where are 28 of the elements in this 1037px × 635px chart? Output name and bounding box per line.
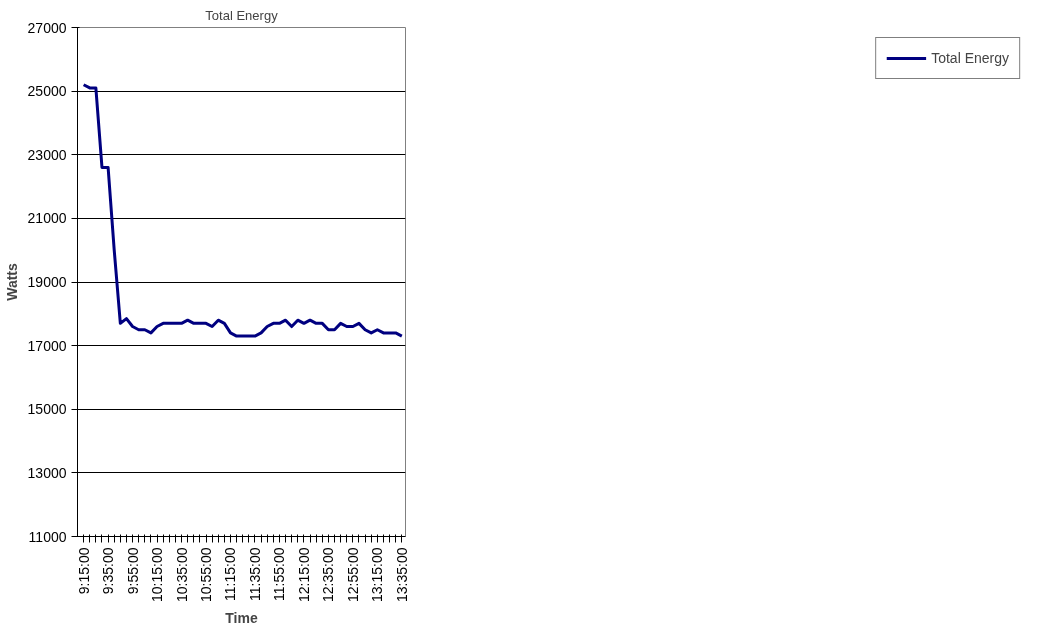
x-tick-label: 12:55:00 — [344, 547, 361, 602]
y-tick-label: 23000 — [27, 146, 67, 163]
legend-label: Total Energy — [931, 50, 1009, 66]
y-axis-title: Watts — [3, 262, 20, 301]
x-tick-label: 12:15:00 — [295, 547, 312, 602]
x-tick-label: 12:35:00 — [320, 547, 337, 602]
x-axis-title: Time — [225, 610, 258, 626]
x-tick-label: 10:55:00 — [198, 547, 215, 602]
x-tick-label: 11:55:00 — [271, 547, 288, 601]
line-series — [82, 83, 404, 338]
y-tick-label: 19000 — [27, 274, 67, 290]
x-tick-label: 9:55:00 — [124, 547, 141, 595]
y-tick-label: 25000 — [27, 83, 67, 100]
x-tick-label: 13:15:00 — [369, 547, 386, 602]
chart-title: Total Energy — [205, 7, 279, 23]
x-tick-label: 10:15:00 — [149, 547, 166, 602]
x-tick-label: 10:35:00 — [173, 547, 190, 602]
y-tick-label: 17000 — [27, 337, 67, 354]
y-tick-label: 21000 — [27, 210, 67, 227]
y-tick-label: 27000 — [27, 19, 67, 36]
x-tick-label: 9:15:00 — [75, 547, 92, 595]
x-tick-label: 11:35:00 — [246, 547, 263, 601]
x-tick-label: 9:35:00 — [100, 547, 117, 595]
y-tick-label: 13000 — [27, 464, 67, 481]
y-tick-label: 15000 — [27, 401, 67, 418]
x-tick-label: 11:15:00 — [222, 547, 239, 601]
y-tick-label: 11000 — [28, 528, 67, 545]
x-tick-label: 13:35:00 — [393, 547, 410, 602]
